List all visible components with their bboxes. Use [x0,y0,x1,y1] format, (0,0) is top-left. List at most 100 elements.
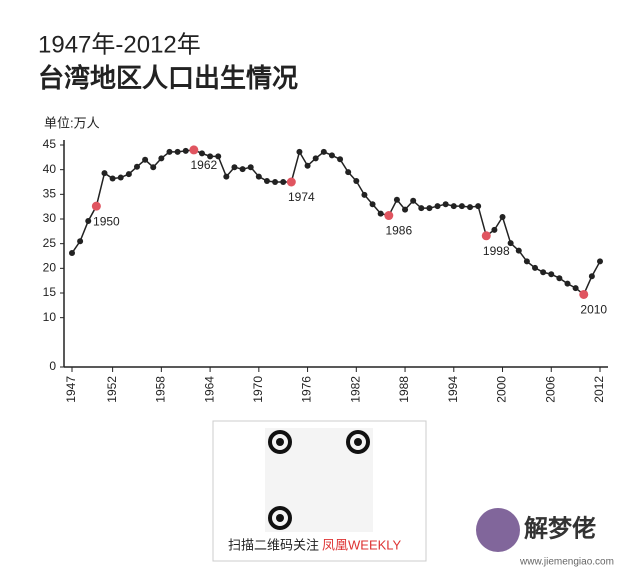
point [312,155,319,162]
point [304,162,311,169]
point [442,201,449,208]
highlight-point [189,145,199,155]
x-tick-label: 1982 [348,376,362,403]
qr-finders [268,430,370,530]
point [182,147,189,154]
point [361,191,368,198]
point [223,173,230,180]
point [564,280,571,287]
y-tick-label: 35 [43,187,57,201]
highlight-point [286,177,296,187]
point [272,179,279,185]
point [77,238,84,245]
x-tick-label: 1952 [105,376,119,403]
chart-title: 1947年-2012年 [38,31,201,58]
logo-text: 解梦佬 [524,514,596,542]
highlight-label: 2010 [580,303,607,317]
x-tick-label: 1947 [64,376,78,403]
point [328,152,335,159]
point [450,203,457,210]
point [418,205,425,212]
x-tick-label: 1988 [397,376,411,403]
x-tick-label: 1970 [251,376,265,403]
highlight-label: 1950 [93,214,120,228]
logo-icon [476,508,520,552]
point [572,285,579,292]
point [556,275,563,282]
point [458,203,465,210]
point [499,214,506,221]
chart-subtitle: 台湾地区人口出生情况 [38,63,298,93]
point [548,271,555,278]
point [369,201,376,208]
point [133,163,140,170]
point [532,264,539,271]
point [475,203,482,210]
highlight-label: 1962 [190,158,217,172]
point [109,175,116,182]
point [515,247,522,254]
point [507,240,514,247]
point [426,205,433,212]
x-tick-label: 1976 [300,376,314,403]
y-tick-label: 25 [43,236,57,250]
point [207,153,214,160]
highlight-point [579,289,589,299]
point [296,148,303,155]
point [247,164,254,171]
point [101,170,108,177]
site-url: www.jiemengiao.com [519,557,614,568]
point [280,179,287,185]
point [158,155,165,162]
qr-brand: 凤凰WEEKLY [322,537,402,552]
point [142,156,149,163]
x-tick-label: 2000 [495,376,509,403]
point [117,174,124,181]
point [166,148,173,155]
point [402,206,409,213]
point [337,156,344,163]
point [231,164,238,171]
y-tick-label: 15 [43,285,57,299]
highlight-point [384,211,394,221]
point [434,203,441,210]
highlight-point [481,231,491,241]
y-axis-label: 单位:万人 [44,115,100,130]
point [263,178,270,185]
highlight-point [91,201,101,211]
highlight-label: 1974 [288,190,315,204]
point [239,166,246,173]
x-tick-label: 1964 [202,376,216,403]
point [85,217,92,224]
point [353,178,360,185]
point [491,226,498,233]
highlight-label: 1986 [385,224,412,238]
x-tick-label: 1994 [446,376,460,403]
point [198,150,205,157]
line [71,149,601,296]
point [69,250,75,257]
x-tick-label: 2012 [592,376,606,403]
point [215,153,222,160]
point [523,258,530,265]
y-tick-label: 10 [43,310,57,324]
highlight-label: 1998 [483,244,510,258]
qr-caption: 扫描二维码关注 [228,537,319,552]
point [125,171,132,178]
point [467,204,474,211]
y-tick-label: 40 [43,162,57,176]
point [150,164,157,171]
x-tick-label: 1958 [154,376,168,403]
y-tick-label: 30 [43,211,57,225]
point [588,273,595,280]
qr-code [265,428,373,532]
x-tick-label: 2006 [543,376,557,403]
point [410,197,417,204]
point [377,210,384,217]
y-tick-label: 0 [49,359,56,373]
point [540,269,547,276]
point [255,173,262,180]
point [174,148,181,155]
y-tick-label: 20 [43,261,57,275]
